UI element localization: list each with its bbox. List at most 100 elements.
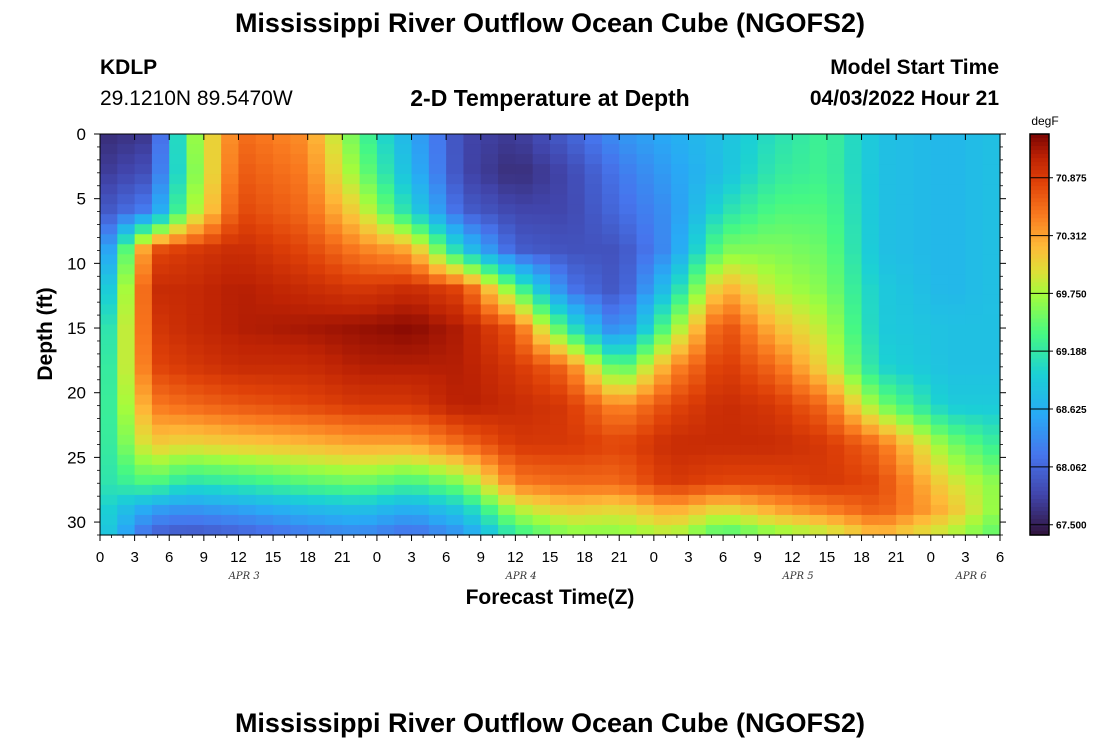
heatmap-cell — [169, 524, 188, 536]
heatmap-cell — [151, 404, 170, 416]
heatmap-cell — [307, 294, 326, 306]
heatmap-cell — [376, 414, 395, 426]
heatmap-cell — [411, 434, 430, 446]
heatmap-cell — [376, 514, 395, 526]
heatmap-cell — [826, 394, 845, 406]
heatmap-cell — [255, 294, 274, 306]
heatmap-cell — [567, 354, 586, 366]
heatmap-cell — [498, 324, 516, 336]
heatmap-cell — [498, 254, 516, 265]
heatmap-cell — [480, 524, 499, 536]
heatmap-cell — [463, 264, 482, 275]
heatmap-cell — [844, 444, 863, 456]
heatmap-cell — [826, 484, 845, 496]
heatmap-cell — [290, 144, 309, 155]
colorbar-segment — [1030, 366, 1049, 372]
heatmap-cell — [134, 264, 153, 275]
heatmap-cell — [930, 404, 949, 416]
heatmap-cell — [567, 454, 586, 466]
heatmap-cell — [532, 334, 551, 346]
heatmap-cell — [255, 424, 274, 436]
heatmap-cell — [532, 314, 551, 326]
heatmap-cell — [671, 384, 690, 396]
heatmap-cell — [775, 244, 793, 255]
heatmap-cell — [203, 224, 222, 235]
heatmap-cell — [809, 204, 828, 215]
heatmap-cell — [498, 504, 516, 516]
heatmap-cell — [532, 304, 551, 316]
heatmap-cell — [169, 214, 188, 225]
heatmap-cell — [359, 444, 378, 456]
heatmap-cell — [705, 504, 724, 516]
heatmap-cell — [186, 514, 205, 526]
heatmap-cell — [100, 144, 118, 155]
heatmap-cell — [238, 524, 257, 536]
heatmap-cell — [532, 194, 551, 205]
heatmap-cell — [117, 344, 136, 356]
heatmap-cell — [221, 134, 240, 145]
heatmap-cell — [515, 324, 534, 336]
heatmap-cell — [307, 164, 326, 175]
heatmap-cell — [601, 304, 620, 316]
heatmap-cell — [792, 504, 811, 516]
heatmap-cell — [446, 384, 465, 396]
heatmap-cell — [238, 374, 257, 386]
heatmap-cell — [532, 514, 551, 526]
heatmap-cell — [186, 254, 205, 265]
heatmap-cell — [878, 334, 897, 346]
heatmap-cell — [930, 254, 949, 265]
colorbar-segment — [1030, 278, 1049, 283]
heatmap-cell — [376, 224, 395, 235]
heatmap-cell — [238, 474, 257, 486]
heatmap-cell — [325, 474, 343, 486]
heatmap-cell — [619, 264, 638, 275]
heatmap-cell — [100, 424, 118, 436]
heatmap-cell — [203, 294, 222, 306]
heatmap-cell — [463, 484, 482, 496]
heatmap-cell — [809, 394, 828, 406]
heatmap-cell — [359, 274, 378, 285]
heatmap-cell — [584, 484, 603, 496]
heatmap-cell — [376, 354, 395, 366]
heatmap-cell — [273, 494, 291, 506]
heatmap-cell — [100, 204, 118, 215]
heatmap-cell — [896, 364, 915, 376]
heatmap-cell — [740, 214, 759, 225]
heatmap-cell — [428, 184, 447, 195]
heatmap-cell — [325, 164, 343, 175]
heatmap-cell — [896, 464, 915, 476]
x-tick-label: 6 — [996, 549, 1004, 566]
heatmap-cell — [255, 414, 274, 426]
heatmap-cell — [826, 424, 845, 436]
heatmap-cell — [532, 344, 551, 356]
heatmap-cell — [826, 294, 845, 306]
heatmap-cell — [913, 244, 932, 255]
heatmap-cell — [359, 324, 378, 336]
heatmap-cell — [965, 214, 984, 225]
heatmap-cell — [636, 414, 655, 426]
heatmap-cell — [861, 164, 880, 175]
heatmap-cell — [723, 494, 741, 506]
heatmap-cell — [878, 354, 897, 366]
heatmap-cell — [428, 524, 447, 536]
heatmap-cell — [411, 474, 430, 486]
heatmap-cell — [273, 144, 291, 155]
heatmap-cell — [290, 444, 309, 456]
heatmap-cell — [169, 144, 188, 155]
heatmap-cell — [134, 474, 153, 486]
heatmap-cell — [446, 474, 465, 486]
heatmap-cell — [394, 184, 413, 195]
heatmap-cell — [307, 484, 326, 496]
heatmap-cell — [636, 384, 655, 396]
heatmap-cell — [134, 444, 153, 456]
heatmap-cell — [325, 214, 343, 225]
heatmap-cell — [480, 264, 499, 275]
heatmap-cell — [861, 344, 880, 356]
heatmap-cell — [307, 364, 326, 376]
heatmap-cell — [896, 494, 915, 506]
heatmap-cell — [913, 404, 932, 416]
heatmap-cell — [775, 274, 793, 285]
heatmap-cell — [740, 504, 759, 516]
heatmap-cell — [290, 224, 309, 235]
